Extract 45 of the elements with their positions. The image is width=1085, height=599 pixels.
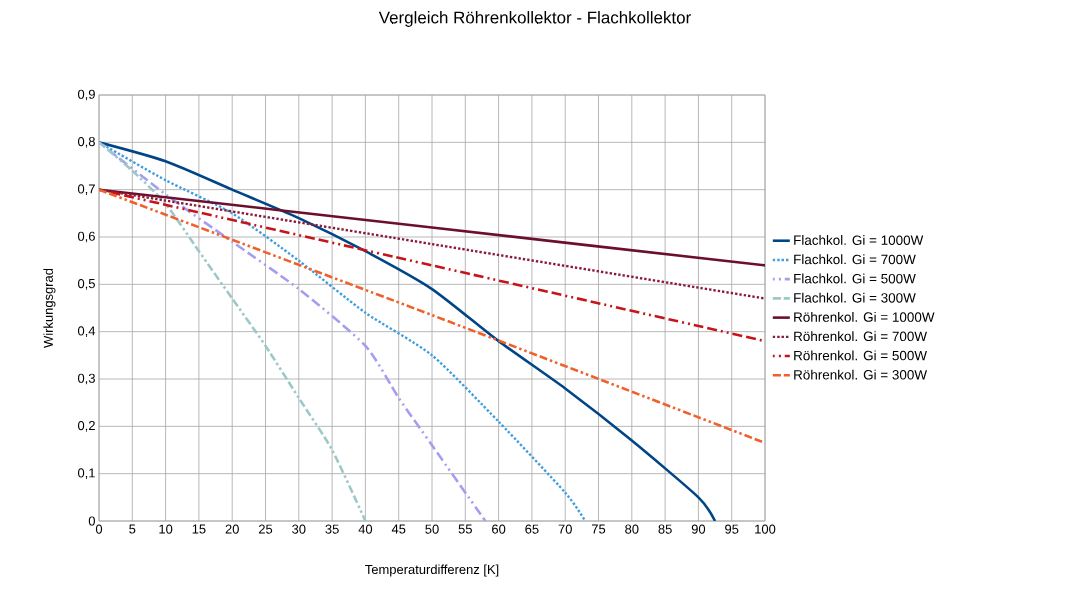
line-series [99,141,587,521]
x-tick-label: 85 [658,524,672,534]
x-tick-label: 70 [558,524,572,534]
y-tick-label: 0,9 [77,89,95,101]
y-tick-label: 0,4 [77,326,96,338]
legend-label: Röhrenkol. Gi = 500W [794,350,927,361]
x-tick-label: 20 [225,524,239,534]
x-tick-label: 55 [458,524,472,534]
y-tick-label: 0,6 [77,231,95,243]
y-tick-label: 0,1 [77,468,95,480]
x-axis-title: Temperaturdifferenz [K] [365,564,499,577]
y-tick-label: 0,3 [77,373,95,385]
x-tick-label: 95 [725,524,739,534]
x-tick-label: 100 [755,524,776,534]
x-tick-label: 80 [625,524,639,534]
x-tick-label: 25 [258,524,273,534]
legend-label: Flachkol. Gi = 1000W [794,235,924,245]
chart-title: Vergleich Röhrenkollektor - Flachkollektor [378,11,691,27]
x-tick-label: 75 [591,524,606,534]
x-tick-label: 90 [691,524,706,534]
y-tick-label: 0,2 [77,420,95,432]
x-tick-label: 60 [492,524,506,534]
x-tick-label: 15 [192,524,206,534]
x-tick-label: 0 [95,524,103,534]
y-axis-title: Wirkungsgrad [43,268,56,348]
legend-label: Röhrenkol. Gi = 300W [794,369,927,380]
x-tick-label: 5 [129,524,136,534]
y-tick-label: 0 [88,516,95,526]
y-tick-label: 0,8 [77,136,95,148]
line-series [99,141,367,521]
y-tick-label: 0,7 [77,184,95,196]
legend-label: Flachkol. Gi = 500W [794,273,916,284]
x-tick-label: 45 [391,524,406,534]
y-tick-label: 0,5 [77,278,95,290]
x-tick-label: 35 [325,524,339,534]
x-tick-label: 65 [525,524,539,534]
legend-label: Röhrenkol. Gi = 700W [794,331,927,342]
legend-label: Röhrenkol. Gi = 1000W [794,311,935,322]
line-series [99,141,717,521]
legend-label: Flachkol. Gi = 700W [794,254,916,265]
legend-label: Flachkol. Gi = 300W [794,292,916,303]
x-tick-label: 50 [425,524,439,534]
x-tick-label: 40 [358,524,373,534]
x-tick-label: 30 [292,524,306,534]
x-tick-label: 10 [159,524,173,534]
